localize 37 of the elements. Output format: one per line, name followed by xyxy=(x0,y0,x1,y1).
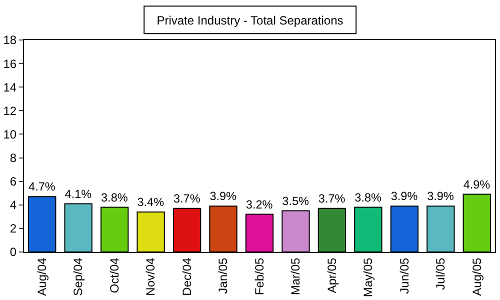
x-tick-label: Mar/05 xyxy=(288,257,303,296)
data-label: 3.9% xyxy=(210,190,238,204)
x-tick-label: Aug/04 xyxy=(35,257,50,296)
x-tick-label: Dec/04 xyxy=(180,257,194,296)
data-label: 3.4% xyxy=(137,196,165,210)
y-tick-label: 8 xyxy=(10,150,17,165)
data-label: 3.9% xyxy=(427,190,454,204)
x-tick-label: May/05 xyxy=(361,257,376,298)
data-label: 4.1% xyxy=(64,188,92,201)
x-tick-label: Sep/04 xyxy=(71,257,86,296)
y-tick-label: 18 xyxy=(3,33,17,48)
data-label: 3.7% xyxy=(173,192,201,206)
data-label: 3.9% xyxy=(390,190,418,204)
data-label: 3.8% xyxy=(101,191,128,204)
x-tick-label: Jun/05 xyxy=(397,257,412,294)
x-tick-label: Feb/05 xyxy=(252,257,266,296)
y-tick-label: 14 xyxy=(3,80,17,94)
y-tick-label: 16 xyxy=(3,56,17,71)
data-label: 4.7% xyxy=(28,180,56,194)
y-tick-label: 10 xyxy=(3,127,17,142)
x-tick-label: Aug/05 xyxy=(470,257,484,296)
x-tick-label: Jul/05 xyxy=(434,257,448,290)
y-tick-label: 12 xyxy=(3,104,17,118)
x-tick-label: Jan/05 xyxy=(216,257,230,294)
data-label: 3.7% xyxy=(318,192,346,206)
y-tick-label: 6 xyxy=(10,174,17,189)
data-label: 3.5% xyxy=(282,194,310,208)
data-label: 4.9% xyxy=(463,178,491,192)
data-label: 3.2% xyxy=(246,198,274,212)
x-tick-label: Oct/04 xyxy=(107,257,122,294)
data-label: 3.8% xyxy=(354,191,382,204)
x-tick-label: Apr/05 xyxy=(324,257,339,294)
chart-title: Private Industry - Total Separations xyxy=(156,13,344,28)
y-tick-label: 4 xyxy=(10,198,17,212)
x-tick-label: Nov/04 xyxy=(144,257,158,296)
y-tick-label: 2 xyxy=(10,222,17,236)
y-tick-label: 0 xyxy=(10,245,17,260)
